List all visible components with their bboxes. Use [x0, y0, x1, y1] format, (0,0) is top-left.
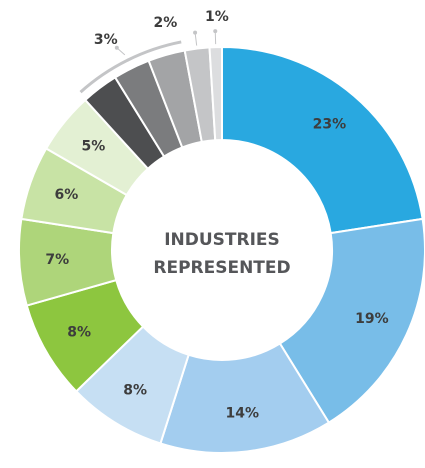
value-label: 8% [67, 325, 91, 341]
leader-dot [193, 30, 198, 35]
chart-title-line: INDUSTRIES [164, 230, 280, 250]
value-label: 19% [355, 311, 389, 327]
value-label: 3% [94, 32, 118, 48]
value-label: 2% [153, 15, 177, 31]
bracket [79, 40, 182, 94]
donut-segment [278, 217, 425, 424]
leader-dot [213, 29, 218, 34]
leader-line [194, 32, 198, 46]
value-label: 8% [123, 382, 147, 398]
donut-segment [208, 45, 223, 142]
leader-dot [114, 45, 119, 50]
value-label: 23% [313, 117, 347, 133]
chart-title-line: REPRESENTED [153, 258, 290, 278]
value-label: 5% [82, 139, 106, 155]
donut-segment [221, 45, 424, 235]
value-label: 6% [54, 187, 78, 203]
value-label: 1% [205, 9, 229, 25]
value-label: 14% [226, 406, 260, 422]
value-label: 7% [45, 252, 69, 268]
